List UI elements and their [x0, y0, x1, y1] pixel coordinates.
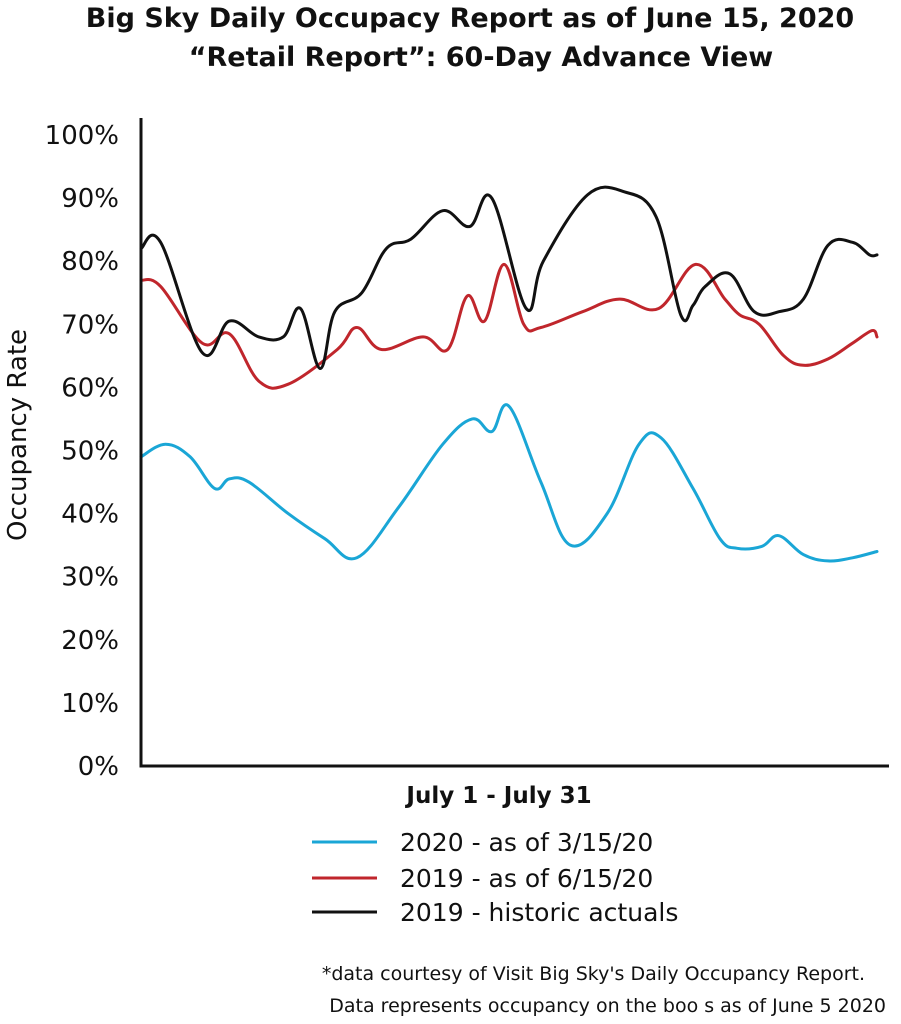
series-line-3	[139, 185, 879, 371]
y-tick-label: 40%	[61, 500, 119, 530]
series-line-2	[139, 262, 879, 390]
y-tick-label: 30%	[61, 563, 119, 593]
legend-label-1: 2020 - as of 3/15/20	[400, 828, 653, 857]
y-tick-label: 70%	[61, 310, 119, 340]
chart-subtitle: “Retail Report”: 60-Day Advance View	[189, 42, 774, 73]
y-tick-label: 20%	[61, 626, 119, 656]
series-line-1	[139, 403, 879, 563]
y-tick-label: 90%	[61, 184, 119, 214]
series-lines	[139, 185, 879, 563]
legend-label-2: 2019 - as of 6/15/20	[400, 864, 653, 893]
y-axis-label: Occupancy Rate	[3, 329, 33, 541]
y-tick-labels: 0% 10% 20% 30% 40% 50% 60% 70% 80% 90% 100%	[45, 121, 119, 782]
chart-title: Big Sky Daily Occupacy Report as of June…	[86, 3, 854, 34]
footnote-line-2: Data represents occupancy on the boo s a…	[329, 995, 886, 1017]
footnote-line-1: *data courtesy of Visit Big Sky's Daily …	[322, 963, 865, 985]
y-tick-label: 80%	[61, 247, 119, 277]
y-tick-label: 10%	[61, 689, 119, 719]
legend-label-3: 2019 - historic actuals	[400, 898, 678, 927]
y-tick-label: 100%	[45, 121, 119, 151]
y-tick-label: 60%	[61, 373, 119, 403]
y-tick-label: 0%	[78, 752, 119, 782]
y-tick-label: 50%	[61, 437, 119, 467]
x-axis-label: July 1 - July 31	[404, 783, 591, 809]
legend: 2020 - as of 3/15/20 2019 - as of 6/15/20…	[312, 828, 678, 927]
